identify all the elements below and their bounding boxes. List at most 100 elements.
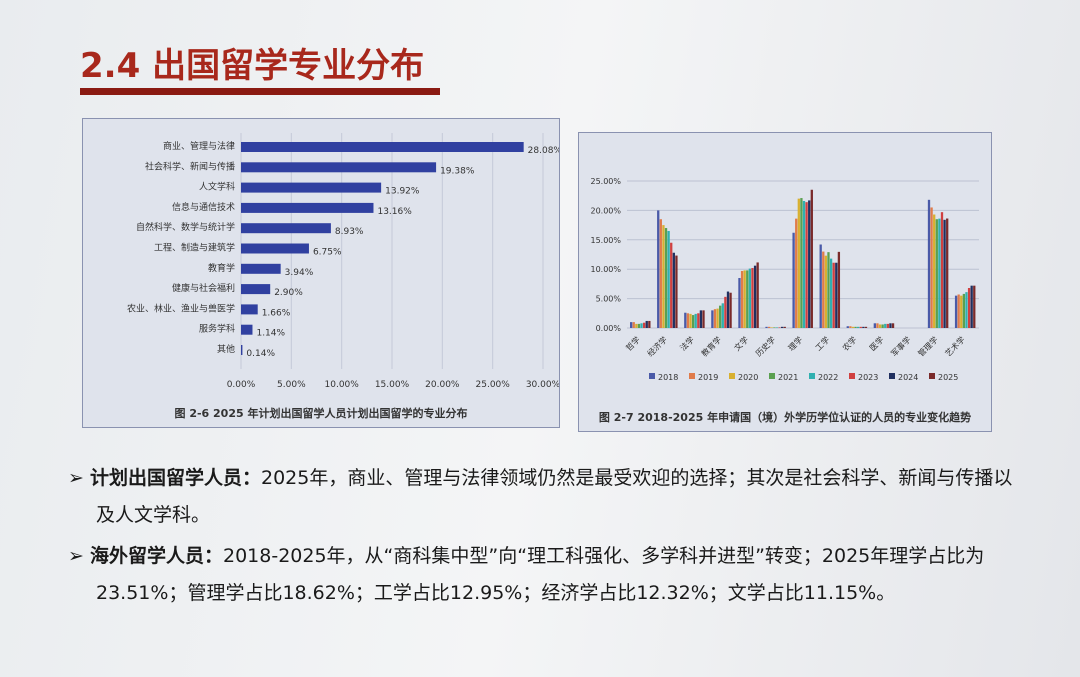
y-tick-label: 5.00% <box>596 295 622 304</box>
category-label: 商业、管理与法律 <box>163 140 235 152</box>
category-label: 教育学 <box>699 334 723 358</box>
title-underline <box>80 88 440 95</box>
bar <box>965 292 968 328</box>
category-label: 农学 <box>840 334 858 352</box>
category-label: 教育学 <box>208 262 235 274</box>
bar <box>643 322 646 328</box>
bar <box>837 251 841 328</box>
bar <box>241 243 309 254</box>
bar <box>241 304 258 315</box>
bar <box>857 326 860 328</box>
bar <box>657 210 660 328</box>
bar <box>724 296 727 328</box>
category-label: 哲学 <box>624 334 642 352</box>
legend-swatch <box>649 373 655 379</box>
bar <box>970 285 973 328</box>
bar <box>770 327 773 328</box>
chart-caption: 图 2-6 2025 年计划出国留学人员计划出国留学的专业分布 <box>174 407 468 420</box>
bar <box>889 323 892 328</box>
bar <box>699 310 703 328</box>
bar <box>778 327 781 328</box>
bar <box>241 324 253 335</box>
bar <box>881 324 884 328</box>
x-tick-label: 0.00% <box>227 380 256 390</box>
data-label: 0.14% <box>246 349 275 359</box>
bar <box>719 305 722 328</box>
data-label: 1.66% <box>262 308 291 318</box>
data-label: 13.16% <box>377 207 412 217</box>
bar <box>891 323 895 328</box>
data-label: 6.75% <box>313 248 342 258</box>
bar <box>819 244 822 328</box>
x-tick-label: 5.00% <box>277 380 306 390</box>
category-label: 医学 <box>867 334 885 352</box>
legend-swatch <box>929 373 935 379</box>
category-label: 历史学 <box>753 334 777 358</box>
bullet-item: ➢ 计划出国留学人员：2025年，商业、管理与法律领域仍然是最受欢迎的选择；其次… <box>68 467 1013 526</box>
bar <box>876 323 879 328</box>
bar <box>637 323 641 328</box>
bar <box>849 326 852 328</box>
bar <box>241 284 271 295</box>
bar-chart-grouped: 0.00% 5.00% 10.00% 15.00% 20.00% 25.00% 哲学 经济学法… <box>590 177 979 382</box>
slide-title: 2.4 出国留学专业分布 <box>80 46 425 86</box>
category-label: 经济学 <box>645 334 669 358</box>
category-label: 工程、制造与建筑学 <box>154 242 235 254</box>
bar <box>691 315 695 328</box>
bar <box>886 323 889 328</box>
bar <box>743 270 746 328</box>
bar <box>716 308 719 328</box>
x-tick-label: 20.00% <box>425 380 460 390</box>
bar <box>694 313 697 328</box>
data-label: 1.14% <box>256 329 285 339</box>
category-label: 服务学科 <box>199 323 235 335</box>
bar <box>672 252 675 328</box>
bar <box>241 202 374 213</box>
legend-label: 2022 <box>818 373 838 382</box>
bar <box>667 230 670 328</box>
bar <box>795 218 798 328</box>
bar <box>756 262 759 328</box>
bar <box>640 323 643 328</box>
bar <box>241 263 281 274</box>
legend-swatch <box>889 373 895 379</box>
data-label: 8.93% <box>335 227 364 237</box>
x-tick-label: 15.00% <box>375 380 410 390</box>
bar <box>935 219 938 328</box>
bar <box>824 255 828 328</box>
bar <box>943 219 946 328</box>
data-label: 3.94% <box>285 268 314 278</box>
bar <box>241 345 243 355</box>
x-tick-label: 30.00% <box>526 380 559 390</box>
bar <box>721 303 724 328</box>
bar <box>738 278 741 328</box>
bar <box>810 189 813 328</box>
bar <box>746 270 749 328</box>
legend-swatch <box>729 373 735 379</box>
bar <box>802 200 806 328</box>
bar <box>775 327 779 328</box>
legend-label: 2020 <box>738 373 758 382</box>
bar <box>767 326 771 328</box>
legend-label: 2018 <box>658 373 678 382</box>
chart-major-trend: 0.00% 5.00% 10.00% 15.00% 20.00% 25.00% 哲学 经济学法… <box>578 132 992 432</box>
category-label: 理学 <box>786 334 804 352</box>
category-label: 信息与通信技术 <box>172 201 235 213</box>
chart-caption: 图 2-7 2018-2025 年申请国（境）外学历学位认证的人员的专业变化趋势 <box>598 411 972 424</box>
bar <box>933 214 936 328</box>
bar <box>780 326 784 328</box>
bar <box>792 232 795 328</box>
bar <box>702 310 705 328</box>
category-label: 军事学 <box>889 334 913 358</box>
y-tick-label: 20.00% <box>590 206 621 215</box>
category-label: 法学 <box>678 334 696 352</box>
bar <box>957 294 960 328</box>
bar <box>241 182 382 193</box>
bar <box>773 327 776 328</box>
bar <box>884 323 887 328</box>
bar <box>783 326 786 328</box>
category-label: 其他 <box>217 343 235 355</box>
legend-label: 2021 <box>778 373 798 382</box>
x-tick-label: 25.00% <box>476 380 511 390</box>
bar <box>835 262 838 328</box>
